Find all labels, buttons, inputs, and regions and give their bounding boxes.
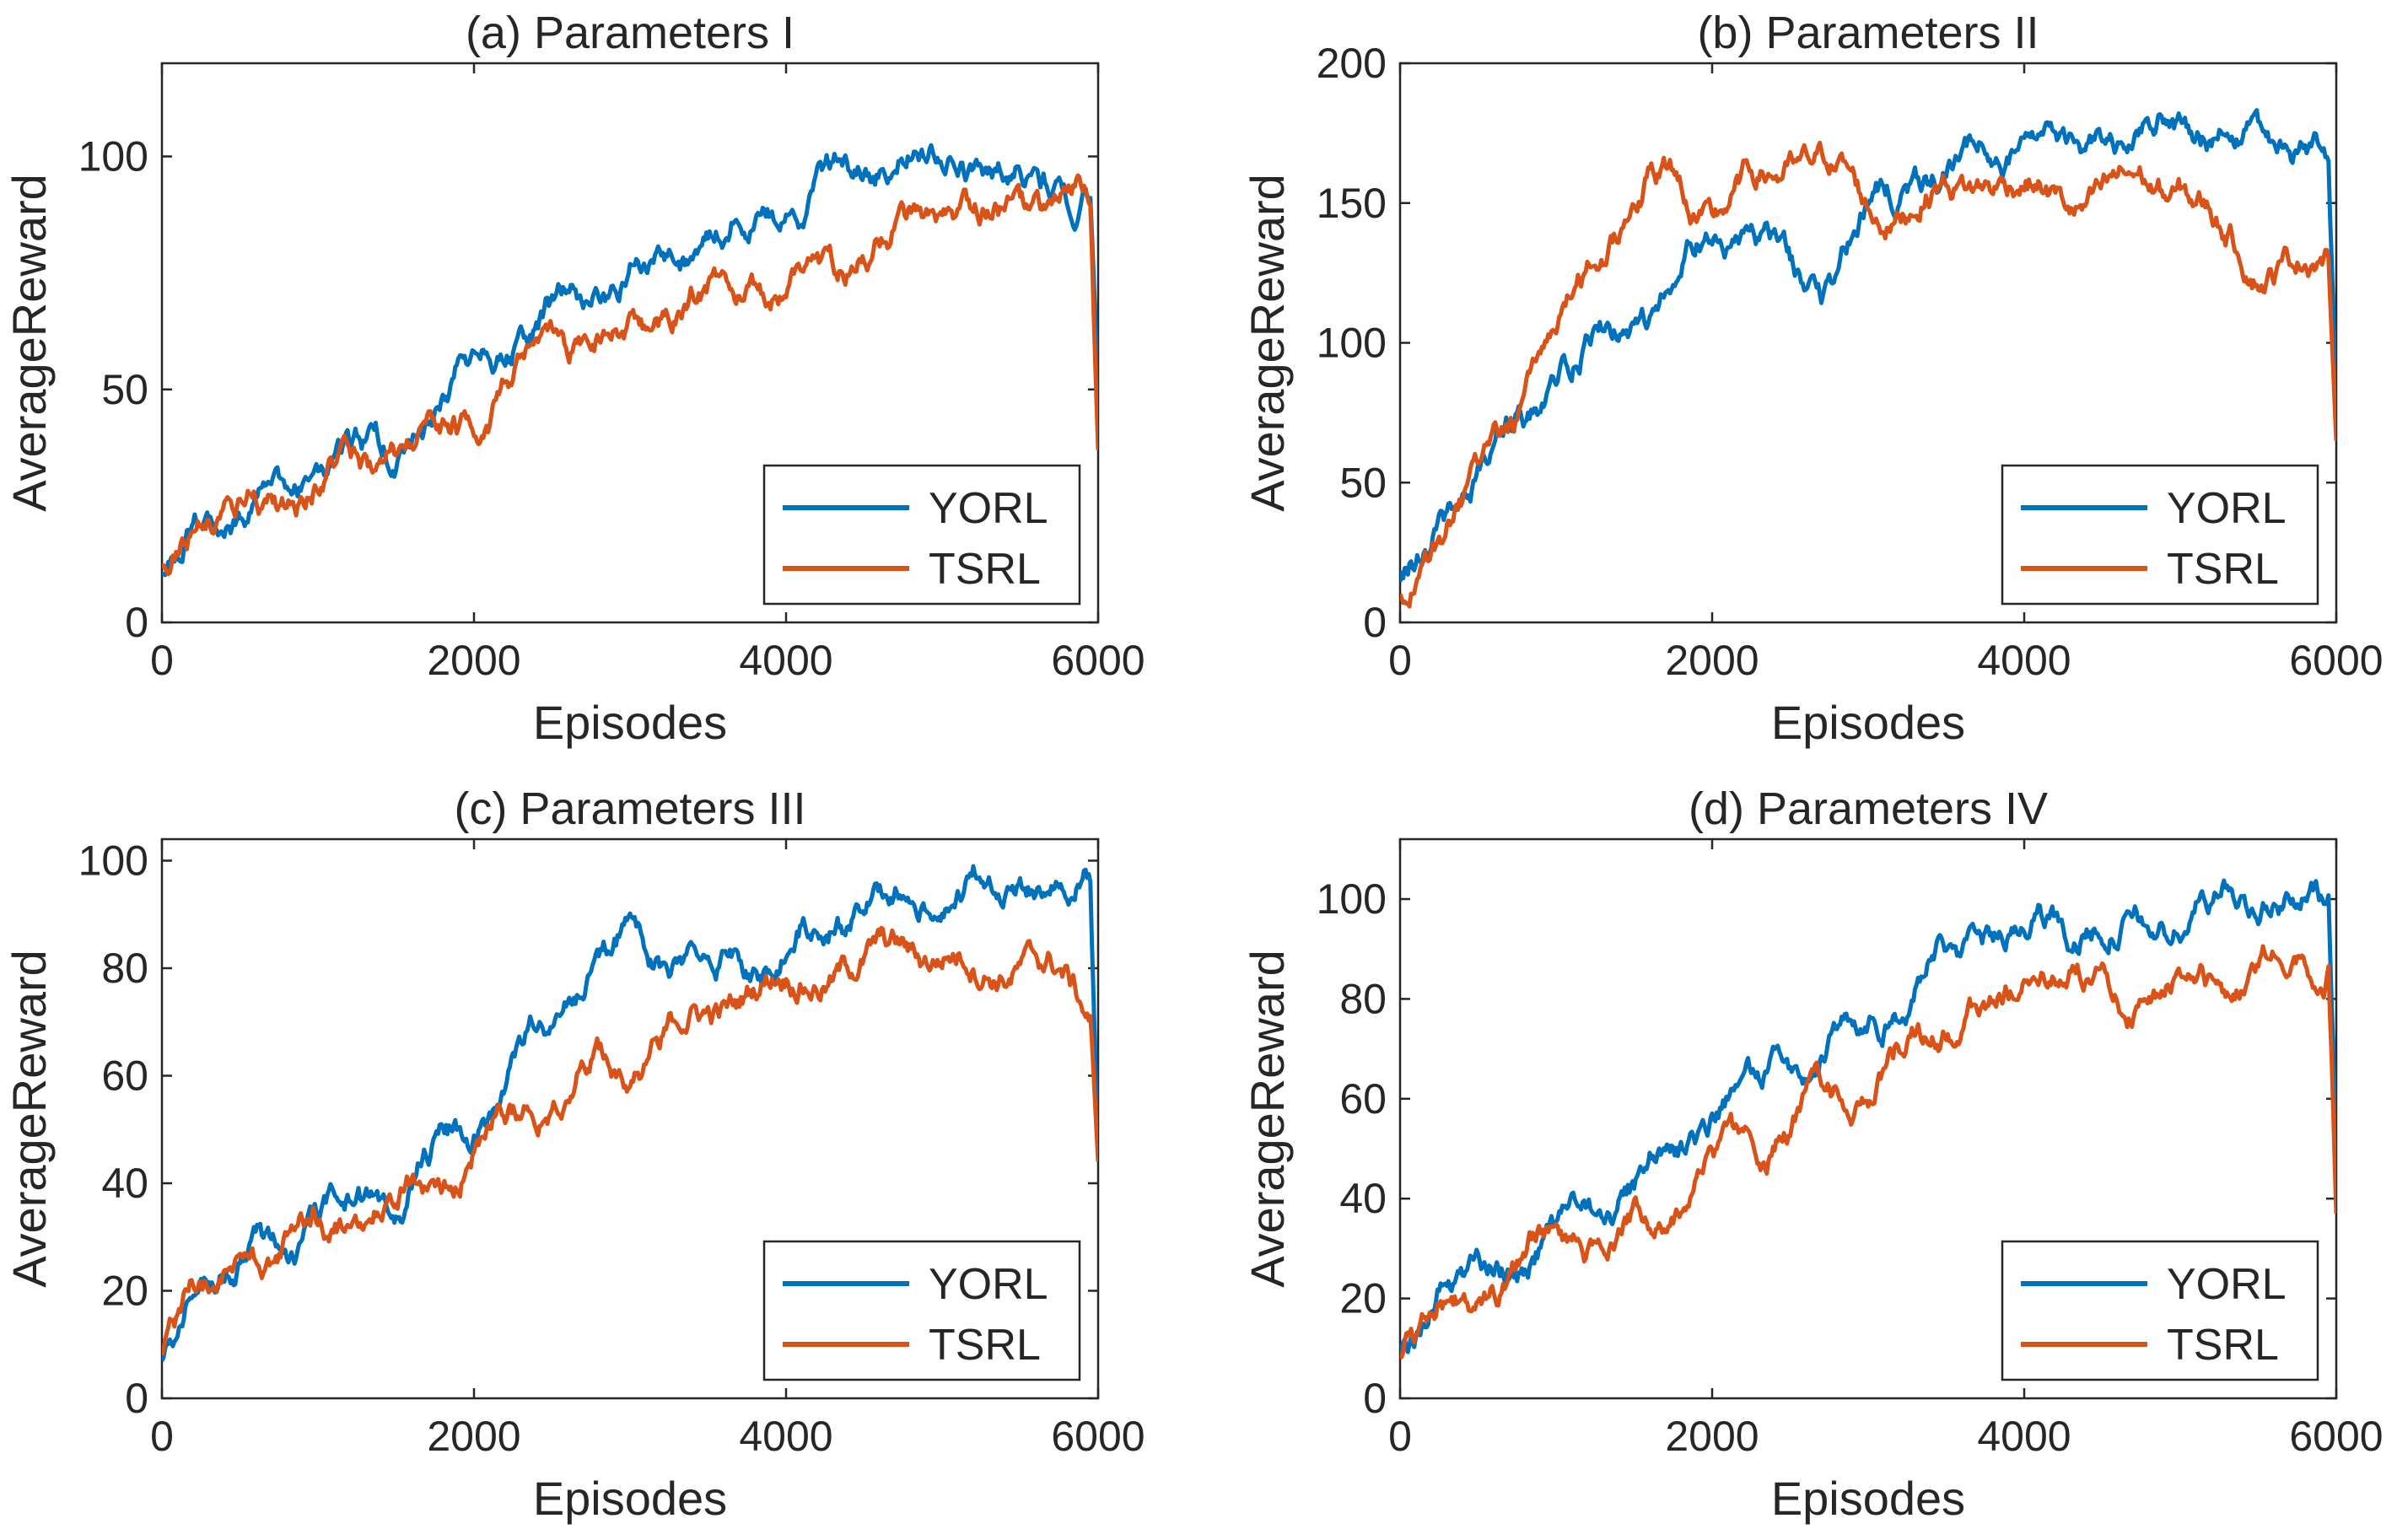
series-line-tsrl	[1400, 944, 2336, 1360]
y-tick-label: 50	[1339, 459, 1387, 506]
legend-box	[762, 1240, 1081, 1381]
legend: YORL TSRL	[2001, 1240, 2319, 1381]
x-tick-label: 4000	[1977, 1413, 2071, 1460]
y-tick-label: 0	[1363, 599, 1387, 646]
x-tick-label: 6000	[1051, 637, 1145, 684]
y-tick-label: 60	[1339, 1075, 1387, 1123]
x-tick-label: 2000	[427, 637, 520, 684]
y-axis-label: AverageReward	[3, 174, 56, 512]
legend: YORL TSRL	[762, 464, 1081, 606]
legend-label-tsrl: TSRL	[2167, 1321, 2279, 1370]
y-tick-label: 20	[101, 1268, 148, 1315]
series-line-yorl	[162, 143, 1098, 578]
y-tick-label: 100	[1317, 320, 1387, 367]
legend: YORL TSRL	[762, 1240, 1081, 1381]
legend: YORL TSRL	[2001, 464, 2319, 606]
x-tick-label: 0	[150, 637, 174, 684]
y-tick-label: 60	[101, 1053, 148, 1100]
y-tick-label: 150	[1317, 180, 1387, 227]
y-axis-label: AverageReward	[3, 950, 56, 1288]
y-tick-label: 100	[78, 837, 148, 885]
legend-box	[2001, 464, 2319, 606]
series-line-tsrl	[1400, 140, 2336, 609]
chart-panel-3: (c) Parameters III 0 2000 4000 6000 0 20 40 60 80…	[3, 783, 1145, 1525]
series-line-yorl	[1400, 878, 2336, 1360]
y-tick-label: 0	[1363, 1375, 1387, 1422]
legend-box	[2001, 1240, 2319, 1381]
series-group	[162, 143, 1098, 578]
x-axis-label: Episodes	[1771, 696, 1965, 749]
series-group	[1400, 108, 2336, 609]
y-tick-label: 0	[125, 1375, 148, 1422]
x-tick-label: 0	[150, 1413, 174, 1460]
y-tick-label: 40	[1339, 1175, 1387, 1222]
y-tick-label: 0	[125, 599, 148, 646]
legend-box	[762, 464, 1081, 606]
series-line-yorl	[162, 864, 1098, 1362]
legend-label-yorl: YORL	[929, 1260, 1048, 1309]
x-tick-label: 2000	[1665, 1413, 1759, 1460]
x-tick-label: 6000	[1051, 1413, 1145, 1460]
x-tick-label: 0	[1388, 637, 1412, 684]
chart-panel-4: (d) Parameters IV 0 2000 4000 6000 0 20 40 60 80 1…	[1241, 783, 2384, 1525]
y-tick-label: 50	[101, 366, 148, 413]
chart-title: (a) Parameters I	[466, 8, 795, 58]
x-axis-label: Episodes	[533, 696, 727, 749]
x-axis-label: Episodes	[1771, 1472, 1965, 1525]
y-tick-label: 200	[1317, 40, 1387, 87]
legend-label-yorl: YORL	[2167, 1260, 2287, 1309]
y-tick-label: 80	[1339, 975, 1387, 1022]
y-axis-label: AverageReward	[1241, 950, 1294, 1288]
x-tick-label: 6000	[2289, 1413, 2383, 1460]
x-tick-label: 4000	[739, 1413, 832, 1460]
chart-panel-1: (a) Parameters I 0 2000 4000 6000 0 50 100 Episo…	[3, 8, 1145, 749]
chart-title: (d) Parameters IV	[1689, 783, 2048, 834]
series-group	[1400, 878, 2336, 1360]
y-tick-label: 40	[101, 1160, 148, 1207]
series-group	[162, 864, 1098, 1362]
x-tick-label: 2000	[1665, 637, 1759, 684]
legend-label-yorl: YORL	[929, 484, 1048, 533]
x-tick-label: 6000	[2289, 637, 2383, 684]
series-line-tsrl	[162, 173, 1098, 577]
y-axis-label: AverageReward	[1241, 174, 1294, 512]
y-tick-label: 100	[78, 133, 148, 180]
x-tick-label: 2000	[427, 1413, 520, 1460]
chart-panel-2: (b) Parameters II 0 2000 4000 6000 0 50 100 150 2…	[1241, 8, 2384, 749]
x-tick-label: 0	[1388, 1413, 1412, 1460]
y-tick-label: 80	[101, 945, 148, 992]
y-tick-label: 100	[1317, 875, 1387, 923]
legend-label-tsrl: TSRL	[2167, 545, 2279, 594]
x-tick-label: 4000	[1977, 637, 2071, 684]
chart-title: (c) Parameters III	[454, 783, 805, 834]
legend-label-tsrl: TSRL	[929, 1321, 1041, 1370]
x-axis-label: Episodes	[533, 1472, 727, 1525]
y-tick-label: 20	[1339, 1275, 1387, 1322]
series-line-tsrl	[162, 925, 1098, 1356]
legend-label-tsrl: TSRL	[929, 545, 1041, 594]
x-tick-label: 4000	[739, 637, 832, 684]
legend-label-yorl: YORL	[2167, 484, 2287, 533]
chart-title: (b) Parameters II	[1697, 8, 2039, 58]
